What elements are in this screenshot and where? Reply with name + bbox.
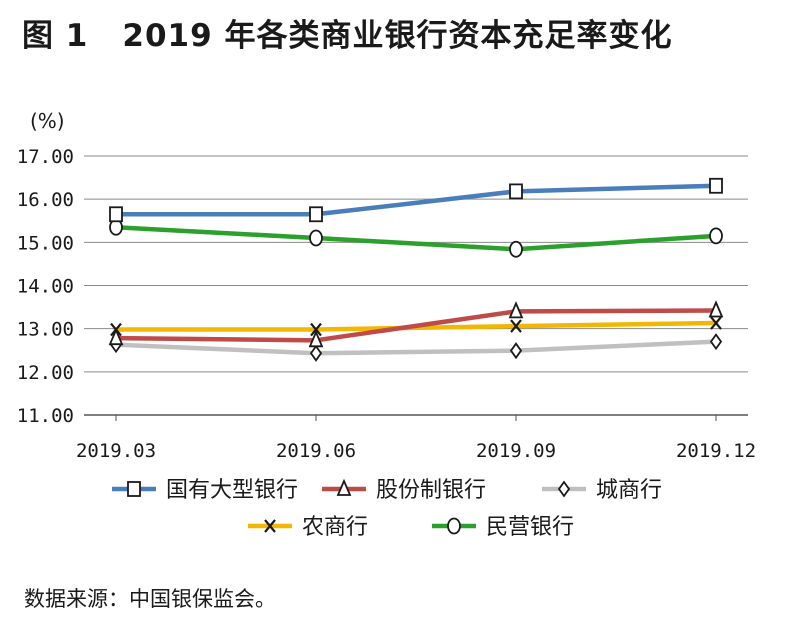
data-point-marker: [557, 480, 571, 498]
data-point-marker: [264, 519, 276, 533]
y-axis-unit-label: (%): [30, 109, 65, 133]
y-tick-label: 11.00: [17, 405, 74, 427]
data-point-marker: [308, 330, 324, 348]
y-tick-label: 17.00: [17, 146, 74, 168]
legend-label: 股份制银行: [376, 478, 486, 503]
data-point-marker: [709, 177, 723, 194]
y-tick-label: 12.00: [17, 362, 74, 384]
series-line: [113, 308, 719, 343]
chart-series: [108, 177, 724, 362]
data-point-marker: [710, 316, 722, 330]
data-point-marker: [310, 322, 322, 337]
y-axis: 11.00 12.00 13.00 14.00 15.00 16.00 17.00: [17, 146, 74, 427]
y-tick-label: 14.00: [17, 276, 74, 298]
series-line: [113, 339, 719, 356]
data-point-marker: [709, 333, 723, 351]
data-source-note: 数据来源：中国银保监会。: [24, 587, 276, 611]
figure-number: 图 1: [22, 18, 89, 54]
y-tick-label: 15.00: [17, 232, 74, 254]
data-point-marker: [509, 240, 523, 258]
data-point-marker: [709, 227, 723, 245]
x-tick-label: 2019.12: [676, 440, 756, 462]
figure-title: 图 1 2019 年各类商业银行资本充足率变化: [22, 10, 672, 55]
series-line: [113, 183, 719, 217]
legend-label: 民营银行: [486, 515, 574, 540]
data-point-marker: [309, 229, 323, 247]
x-tick-label: 2019.06: [276, 440, 356, 462]
data-point-marker: [309, 344, 323, 362]
legend-label: 国有大型银行: [166, 478, 298, 503]
x-tick-label: 2019.03: [76, 440, 156, 462]
data-point-marker: [309, 206, 323, 223]
chart-grid: [84, 155, 748, 416]
legend-item: 国有大型银行: [112, 478, 298, 503]
series-line: [113, 224, 719, 252]
legend-item: 民营银行: [432, 515, 574, 540]
data-point-marker: [447, 517, 461, 535]
y-tick-label: 13.00: [17, 319, 74, 341]
data-point-marker: [509, 342, 523, 360]
line-chart: 11.00 12.00 13.00 14.00 15.00 16.00 17.00 2019…: [17, 109, 756, 540]
y-tick-label: 16.00: [17, 189, 74, 211]
data-point-marker: [509, 183, 523, 200]
data-point-marker: [708, 300, 724, 318]
legend-label: 城商行: [596, 478, 662, 503]
legend-item: 农商行: [248, 515, 368, 540]
data-point-marker: [508, 301, 524, 319]
legend-label: 农商行: [302, 515, 368, 540]
data-point-marker: [108, 327, 124, 346]
figure-title-text: 2019 年各类商业银行资本充足率变化: [122, 18, 673, 54]
legend-item: 城商行: [542, 478, 662, 503]
data-point-marker: [127, 481, 141, 497]
data-point-marker: [109, 206, 123, 223]
data-point-marker: [510, 319, 522, 333]
x-tick-label: 2019.09: [476, 440, 556, 462]
legend-item: 股份制银行: [322, 478, 486, 503]
data-point-marker: [336, 478, 352, 496]
x-axis: 2019.03 2019.06 2019.09 2019.12: [76, 415, 756, 462]
